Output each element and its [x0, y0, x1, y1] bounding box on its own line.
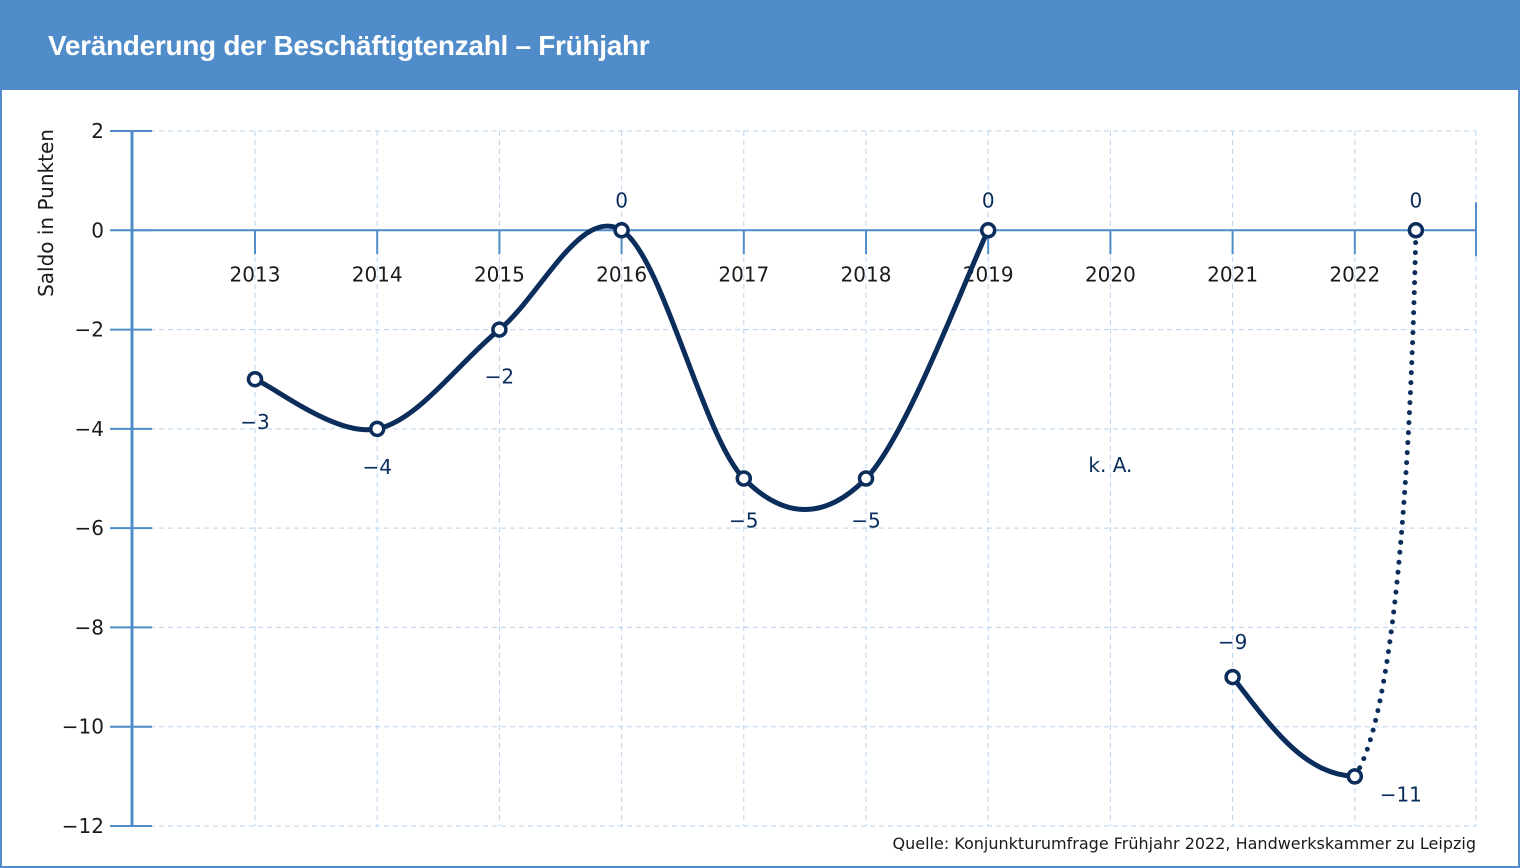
- y-tick-label: 0: [91, 218, 104, 242]
- data-label: −5: [851, 509, 880, 533]
- header-bar: Veränderung der Beschäftigtenzahl – Früh…: [2, 2, 1518, 90]
- data-label: 0: [615, 188, 628, 212]
- y-tick-label: −10: [62, 715, 104, 739]
- x-tick-label: 2017: [718, 262, 769, 286]
- x-tick-label: 2013: [230, 262, 281, 286]
- x-tick-label: 2016: [596, 262, 647, 286]
- data-labels: −3 −4 −2 0 −5 −5 0 −9 −11 0: [240, 188, 1422, 806]
- data-point: [613, 222, 630, 239]
- data-label: 0: [1410, 188, 1423, 212]
- x-tick-label: 2021: [1207, 262, 1258, 286]
- data-point: [368, 420, 386, 438]
- data-point: [857, 470, 875, 487]
- x-tick-label: 2014: [352, 262, 403, 286]
- data-label: −2: [485, 365, 514, 389]
- data-label: −9: [1218, 630, 1247, 654]
- series-line-1: [252, 223, 991, 512]
- data-label: −3: [240, 410, 269, 434]
- data-point: [735, 470, 753, 487]
- projection-line: [1352, 227, 1419, 779]
- data-point: [1224, 668, 1241, 686]
- y-tick-label: −12: [62, 814, 104, 838]
- grid: [132, 130, 1477, 827]
- x-tick-label: 2015: [474, 262, 525, 286]
- x-tick-label: 2020: [1085, 262, 1136, 286]
- data-point: [491, 321, 508, 338]
- y-ticks: 2 0 −2 −4 −6 −8 −10 −12: [62, 119, 152, 838]
- no-data-annotation: k. A.: [1088, 453, 1132, 477]
- chart-title: Veränderung der Beschäftigtenzahl – Früh…: [48, 30, 650, 61]
- data-points: [246, 222, 1425, 785]
- data-point: [1407, 222, 1425, 239]
- x-tick-label: 2018: [841, 262, 892, 286]
- source-note: Quelle: Konjunkturumfrage Frühjahr 2022,…: [892, 834, 1476, 853]
- data-point: [1346, 768, 1364, 785]
- data-label: −5: [729, 509, 758, 533]
- series-lines: [252, 223, 1419, 779]
- y-tick-label: −8: [75, 615, 104, 639]
- data-point: [979, 222, 997, 239]
- y-tick-label: −2: [75, 318, 104, 342]
- annotations: k. A.: [1088, 453, 1132, 477]
- y-tick-label: −4: [75, 417, 104, 441]
- axes: [130, 131, 1477, 826]
- data-label: −4: [362, 455, 391, 479]
- y-axis-label: Saldo in Punkten: [34, 129, 58, 297]
- y-tick-label: 2: [91, 119, 104, 143]
- series-line-2: [1230, 674, 1358, 779]
- x-ticks: 2013 2014 2015 2016 2017 2018 2019 2020 2021 2022: [230, 230, 1380, 286]
- data-label: −11: [1380, 782, 1422, 806]
- y-tick-label: −6: [75, 516, 104, 540]
- x-tick-label: 2022: [1329, 262, 1380, 286]
- data-point: [246, 370, 264, 388]
- data-label: 0: [982, 188, 995, 212]
